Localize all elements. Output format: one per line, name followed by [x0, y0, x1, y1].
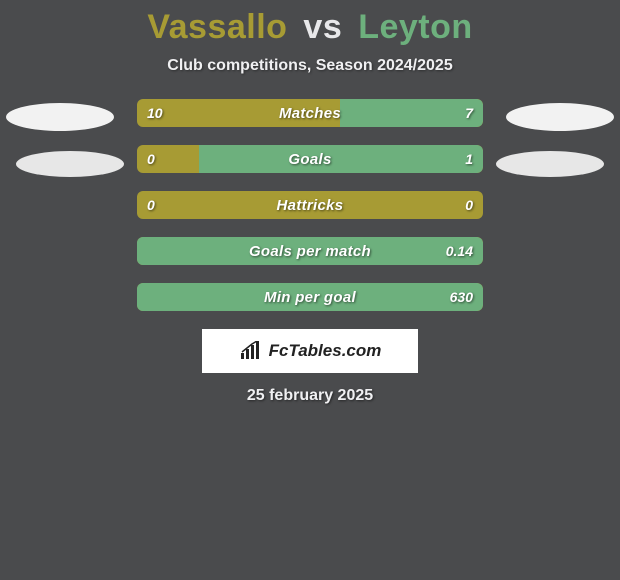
vs-text: vs: [303, 8, 342, 46]
stat-label: Goals: [137, 145, 483, 173]
stat-value-right: 7: [465, 99, 473, 127]
stat-row: Goals0 1: [137, 145, 483, 173]
player2-avatar-bot: [496, 151, 604, 177]
player1-avatar-bot: [16, 151, 124, 177]
comparison-body: Matches107Goals01Hattricks00Goals per ma…: [0, 99, 620, 405]
player1-name: Vassallo: [147, 8, 287, 46]
date-text: 25 february 2025: [0, 387, 620, 405]
stat-row: Matches10 7: [137, 99, 483, 127]
stat-label: Min per goal: [137, 283, 483, 311]
stat-value-left: 0: [147, 145, 155, 173]
stat-label: Matches: [137, 99, 483, 127]
stat-value-right: 0.14: [446, 237, 473, 265]
logo-text: FcTables.com: [269, 341, 382, 361]
stat-label: Hattricks: [137, 191, 483, 219]
page-title: Vassallo vs Leyton: [0, 8, 620, 47]
logo-box: FcTables.com: [202, 329, 418, 373]
player2-name: Leyton: [358, 8, 472, 46]
comparison-infographic: Vassallo vs Leyton Club competitions, Se…: [0, 0, 620, 580]
stat-row: Min per goal630: [137, 283, 483, 311]
stat-label: Goals per match: [137, 237, 483, 265]
stat-value-right: 0: [465, 191, 473, 219]
bars-icon: [239, 341, 263, 361]
stat-bars: Matches107Goals01Hattricks00Goals per ma…: [137, 99, 483, 311]
stat-value-left: 10: [147, 99, 163, 127]
player1-avatar-top: [6, 103, 114, 131]
stat-value-right: 630: [450, 283, 473, 311]
stat-value-left: 0: [147, 191, 155, 219]
stat-row: Goals per match0.14: [137, 237, 483, 265]
stat-row: Hattricks0 0: [137, 191, 483, 219]
stat-value-right: 1: [465, 145, 473, 173]
player2-avatar-top: [506, 103, 614, 131]
subtitle: Club competitions, Season 2024/2025: [0, 57, 620, 75]
